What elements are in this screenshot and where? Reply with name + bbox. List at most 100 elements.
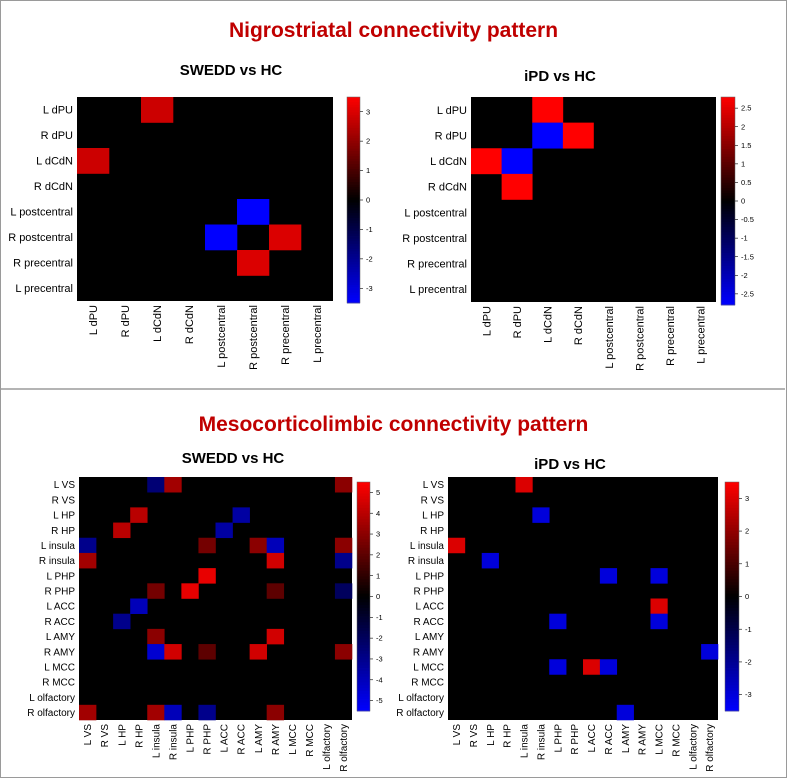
colorbar-segment-ns-ipd xyxy=(721,182,735,186)
colorbar-segment-ns-ipd xyxy=(721,164,735,168)
row-label-mcl-swedd: L insula xyxy=(41,541,76,552)
colorbar-segment-mcl-ipd xyxy=(725,562,739,566)
colorbar-segment-ns-swedd xyxy=(347,218,360,221)
colorbar-segment-mcl-ipd xyxy=(725,648,739,652)
colorbar-segment-ns-swedd xyxy=(347,156,360,160)
heatmap-cell-ns-ipd-r1-c2 xyxy=(532,122,564,149)
col-label-mcl-swedd: L VS xyxy=(83,724,94,746)
colorbar-segment-ns-swedd xyxy=(347,256,360,260)
colorbar-segment-ns-swedd xyxy=(347,97,360,100)
colorbar-tick-label-mcl-swedd: 4 xyxy=(376,509,380,518)
colorbar-segment-mcl-ipd xyxy=(725,570,739,574)
row-label-ns-ipd: R dPU xyxy=(435,130,467,142)
heatmap-cell-mcl-swedd-r4-c15 xyxy=(334,537,353,554)
heatmap-cell-mcl-swedd-r11-c15 xyxy=(334,644,353,660)
col-label-ns-ipd: R dCdN xyxy=(573,306,585,345)
col-label-mcl-swedd: R MCC xyxy=(305,724,316,757)
colorbar-tick-label-ns-ipd: -0.5 xyxy=(741,215,754,224)
colorbar-segment-mcl-ipd xyxy=(725,524,739,529)
colorbar-segment-ns-ipd xyxy=(721,162,735,165)
panel-title-swedd-nigrostriatal: SWEDD vs HC xyxy=(179,62,283,79)
colorbar-segment-ns-swedd xyxy=(347,243,360,247)
colorbar-segment-mcl-swedd xyxy=(357,633,370,637)
colorbar-segment-mcl-swedd xyxy=(357,567,370,572)
colorbar-segment-mcl-ipd xyxy=(725,699,739,703)
colorbar-segment-ns-swedd xyxy=(347,241,360,245)
colorbar-tick-label-mcl-swedd: 2 xyxy=(376,550,380,559)
colorbar-segment-mcl-swedd xyxy=(357,510,370,514)
colorbar-segment-mcl-ipd xyxy=(725,653,739,658)
heatmap-cell-mcl-swedd-r0-c5 xyxy=(164,477,182,493)
colorbar-segment-ns-swedd xyxy=(347,176,360,180)
colorbar-segment-mcl-swedd xyxy=(357,673,370,678)
colorbar-segment-ns-ipd xyxy=(721,130,735,134)
row-label-mcl-ipd: L AMY xyxy=(415,632,444,643)
colorbar-segment-ns-swedd xyxy=(347,292,360,296)
colorbar-segment-mcl-swedd xyxy=(357,573,370,577)
colorbar-segment-ns-swedd xyxy=(347,169,360,173)
colorbar-segment-mcl-ipd xyxy=(725,622,739,626)
colorbar-segment-ns-ipd xyxy=(721,172,735,176)
colorbar-segment-mcl-ipd xyxy=(725,670,739,675)
colorbar-segment-ns-ipd xyxy=(721,232,735,236)
row-label-ns-ipd: L postcentral xyxy=(404,207,467,219)
colorbar-segment-mcl-swedd xyxy=(357,484,370,489)
colorbar-segment-ns-swedd xyxy=(347,125,360,129)
colorbar-segment-mcl-swedd xyxy=(357,648,370,652)
colorbar-segment-ns-ipd xyxy=(721,175,735,178)
colorbar-segment-ns-ipd xyxy=(721,180,735,184)
colorbar-segment-ns-swedd xyxy=(347,171,360,175)
row-label-mcl-ipd: L MCC xyxy=(413,662,444,673)
colorbar-segment-ns-swedd xyxy=(347,184,360,188)
colorbar-segment-mcl-ipd xyxy=(725,685,739,689)
row-label-ns-swedd: R dCdN xyxy=(34,181,73,193)
col-label-mcl-ipd: L AMY xyxy=(621,724,632,753)
col-label-mcl-swedd: R HP xyxy=(134,724,145,748)
heatmap-cell-mcl-swedd-r5-c0 xyxy=(79,552,97,569)
row-label-mcl-swedd: R PHP xyxy=(44,587,75,598)
colorbar-segment-mcl-ipd xyxy=(725,484,739,489)
colorbar-segment-mcl-ipd xyxy=(725,507,739,512)
colorbar-segment-ns-ipd xyxy=(721,224,735,228)
colorbar-segment-mcl-swedd xyxy=(357,585,370,589)
row-label-ns-swedd: L dCdN xyxy=(36,156,73,168)
col-label-ns-swedd: L dPU xyxy=(88,305,100,335)
col-label-ns-ipd: L dPU xyxy=(481,306,493,336)
col-label-mcl-ipd: R HP xyxy=(503,724,514,748)
colorbar-segment-mcl-swedd xyxy=(357,524,370,529)
colorbar-segment-mcl-ipd xyxy=(725,602,739,606)
colorbar-segment-mcl-ipd xyxy=(725,544,739,549)
col-label-mcl-swedd: L AMY xyxy=(254,724,265,753)
colorbar-segment-ns-ipd xyxy=(721,299,735,303)
colorbar-segment-ns-ipd xyxy=(721,211,735,215)
heatmap-cell-mcl-ipd-r6-c9 xyxy=(599,568,618,584)
heatmap-cell-mcl-swedd-r4-c0 xyxy=(79,537,97,554)
row-label-mcl-swedd: L PHP xyxy=(46,571,75,582)
colorbar-segment-ns-swedd xyxy=(347,277,360,281)
colorbar-segment-ns-swedd xyxy=(347,99,360,103)
colorbar-tick-label-ns-swedd: -1 xyxy=(366,225,373,234)
col-label-ns-swedd: L dCdN xyxy=(152,305,164,342)
colorbar-segment-mcl-swedd xyxy=(357,556,370,560)
colorbar-segment-ns-swedd xyxy=(347,287,360,291)
colorbar-segment-ns-swedd xyxy=(347,228,360,232)
colorbar-segment-ns-ipd xyxy=(721,255,735,259)
colorbar-segment-mcl-swedd xyxy=(357,579,370,583)
colorbar-segment-ns-ipd xyxy=(721,177,735,181)
colorbar-tick-label-ns-swedd: 1 xyxy=(366,166,370,175)
heatmap-cell-mcl-swedd-r10-c4 xyxy=(147,628,165,645)
colorbar-segment-mcl-swedd xyxy=(357,487,370,491)
colorbar-segment-mcl-swedd xyxy=(357,533,370,537)
colorbar-segment-ns-ipd xyxy=(721,253,735,256)
colorbar-segment-ns-swedd xyxy=(347,220,360,224)
colorbar-segment-mcl-swedd xyxy=(357,544,370,549)
colorbar-segment-mcl-swedd xyxy=(357,656,370,660)
colorbar-tick-label-ns-ipd: 0 xyxy=(741,197,745,206)
colorbar-segment-ns-swedd xyxy=(347,163,360,167)
col-label-ns-ipd: R postcentral xyxy=(634,306,646,371)
colorbar-segment-ns-swedd xyxy=(347,225,360,229)
panel-title-ipd-mesocorticolimbic: iPD vs HC xyxy=(534,456,606,473)
col-label-mcl-swedd: L PHP xyxy=(186,724,197,753)
colorbar-segment-ns-ipd xyxy=(721,117,735,121)
row-label-mcl-ipd: L PHP xyxy=(415,571,444,582)
